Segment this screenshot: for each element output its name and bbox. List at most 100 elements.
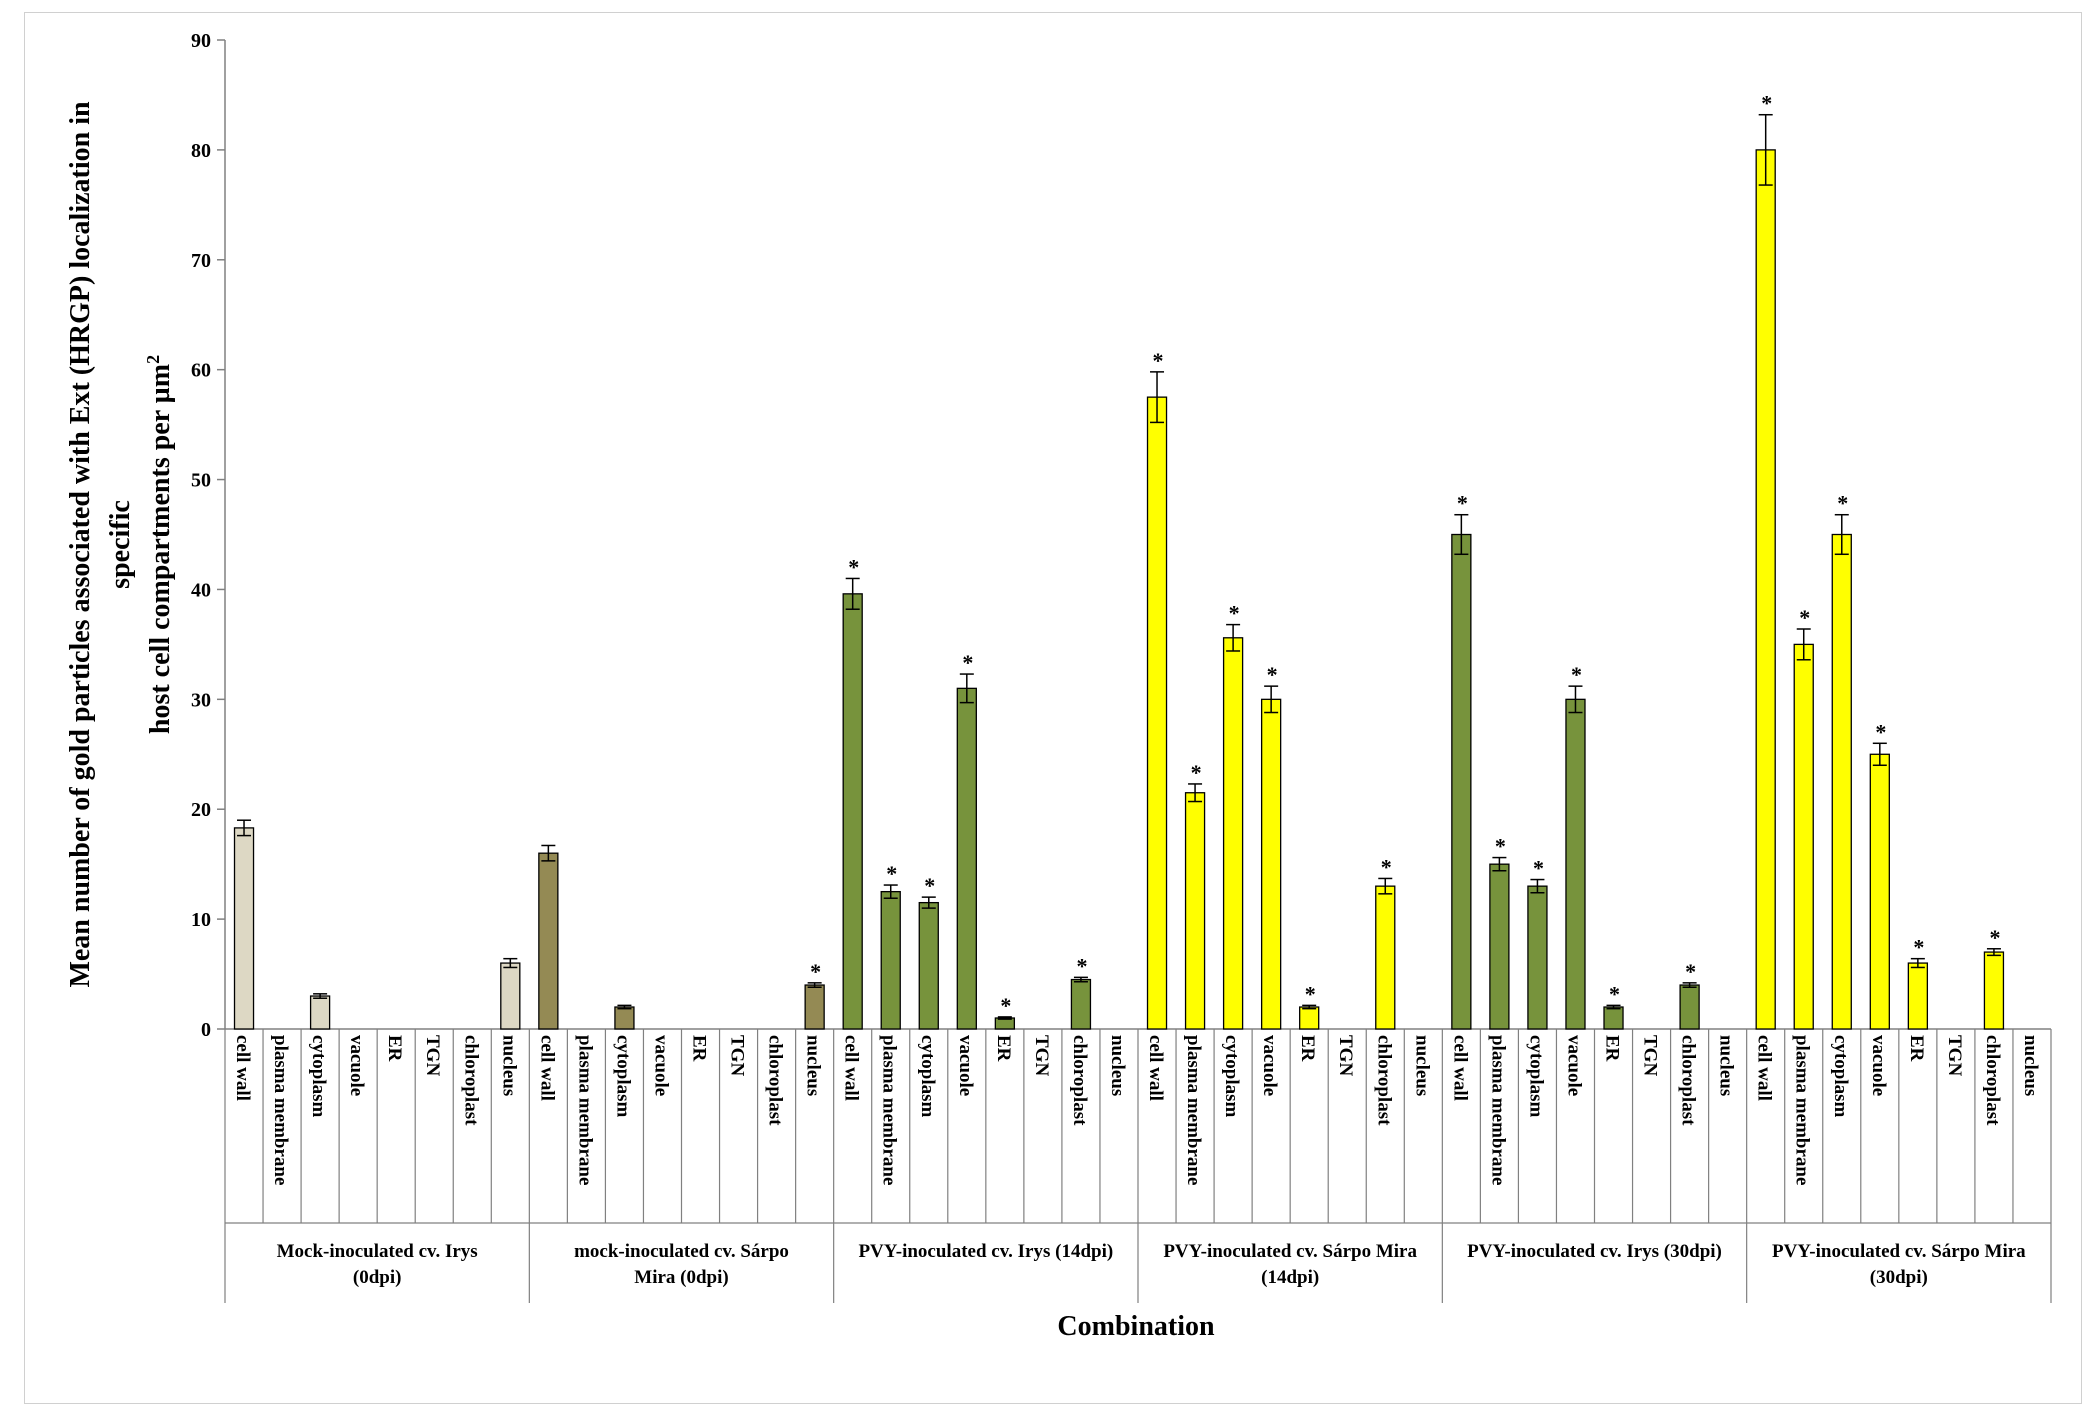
axes: 0 10 20 30 40 50 60 70 80 90 [191, 30, 2052, 1303]
group-label-line: Mock-inoculated cv. Irys [277, 1241, 478, 1262]
category-label: plasma membrane [1183, 1035, 1204, 1185]
y-axis-title-line: host cell compartments per µm2 [143, 355, 176, 734]
significance-star: * [1457, 491, 1468, 516]
y-tick-label: 0 [201, 1019, 211, 1041]
group-label-line: (14dpi) [1261, 1267, 1319, 1288]
bar [1299, 1006, 1320, 1030]
y-tick-label: 20 [191, 799, 211, 821]
y-tick-label: 60 [191, 360, 211, 382]
category-label: cell wall [1754, 1035, 1775, 1101]
bar [918, 901, 939, 1030]
bar [233, 827, 255, 1030]
category-label: chloroplast [460, 1035, 481, 1126]
y-tick-label: 70 [191, 250, 211, 272]
significance-star: * [1191, 760, 1202, 785]
group-label-line: PVY-inoculated cv. Sárpo Mira [1163, 1241, 1417, 1262]
category-label: chloroplast [1373, 1035, 1394, 1126]
y-tick-label: 50 [191, 470, 211, 492]
bar [842, 593, 863, 1030]
bar [1375, 885, 1396, 1030]
category-label: cytoplasm [612, 1035, 633, 1118]
group-label-line: (0dpi) [353, 1267, 402, 1288]
category-label: nucleus [1411, 1035, 1432, 1096]
bar [1260, 698, 1282, 1030]
bar [1184, 792, 1206, 1030]
bar [1793, 643, 1814, 1030]
category-label: chloroplast [1069, 1035, 1090, 1126]
significance-star: * [1799, 605, 1810, 630]
category-label: cytoplasm [1830, 1035, 1851, 1118]
significance-star: * [1875, 719, 1886, 744]
category-label: ER [993, 1035, 1014, 1062]
group-label-line: PVY-inoculated cv. Irys (14dpi) [858, 1241, 1113, 1262]
bar [880, 890, 901, 1030]
category-label: vacuole [650, 1035, 671, 1096]
bar [1070, 978, 1092, 1030]
bar [1565, 698, 1586, 1030]
y-axis-title-line: Mean number of gold particles associated… [65, 101, 96, 988]
category-label: ER [1906, 1035, 1927, 1062]
category-label: chloroplast [1982, 1035, 2003, 1126]
significance-star: * [1305, 981, 1316, 1006]
significance-star: * [1153, 348, 1164, 373]
category-label: chloroplast [765, 1035, 786, 1126]
bar [1146, 396, 1168, 1030]
category-label: ER [384, 1035, 405, 1062]
category-label: vacuole [1868, 1035, 1889, 1096]
bar [538, 852, 559, 1030]
group-label-line: Mira (0dpi) [634, 1267, 728, 1288]
bars: * * * * * * * * * * * * * * * * * * * * * * * * * [233, 91, 2005, 1030]
category-label: cell wall [841, 1035, 862, 1101]
category-label: plasma membrane [1487, 1035, 1508, 1185]
significance-star: * [1761, 91, 1772, 116]
category-label: vacuole [1259, 1035, 1280, 1096]
category-label: cell wall [1449, 1035, 1470, 1101]
significance-star: * [810, 959, 821, 984]
bar-chart: Mean number of gold particles associated… [65, 30, 2052, 1342]
bar [1983, 951, 2005, 1030]
significance-star: * [1076, 953, 1087, 978]
category-label: TGN [1335, 1035, 1356, 1076]
y-tick-label: 10 [191, 909, 211, 931]
significance-star: * [1685, 959, 1696, 984]
category-label: nucleus [803, 1035, 824, 1096]
bar [1527, 885, 1548, 1030]
y-tick-label: 40 [191, 579, 211, 601]
significance-star: * [962, 650, 973, 675]
group-label-line: mock-inoculated cv. Sárpo [574, 1241, 789, 1262]
bar [1679, 984, 1700, 1030]
bar [1869, 753, 1890, 1030]
category-label: nucleus [2020, 1035, 2041, 1096]
category-label: TGN [1944, 1035, 1965, 1076]
significance-star: * [924, 873, 935, 898]
bar [614, 1006, 635, 1030]
category-label: nucleus [498, 1035, 519, 1096]
category-label: cytoplasm [1525, 1035, 1546, 1118]
significance-star: * [1571, 662, 1582, 687]
category-label: ER [689, 1035, 710, 1062]
significance-star: * [1267, 662, 1278, 687]
group-labels: Mock-inoculated cv. Irys (0dpi) mock-inocu… [277, 1241, 2027, 1288]
category-label: cell wall [536, 1035, 557, 1101]
significance-star: * [1837, 491, 1848, 516]
category-label: TGN [727, 1035, 748, 1076]
category-label: ER [1297, 1035, 1318, 1062]
category-label: nucleus [1716, 1035, 1737, 1096]
y-axis-title-line: specific [105, 500, 136, 589]
bar [1755, 149, 1776, 1030]
bar [1222, 637, 1244, 1030]
bar [1489, 863, 1510, 1030]
significance-star: * [848, 554, 859, 579]
category-label: TGN [1031, 1035, 1052, 1076]
bar [1907, 962, 1929, 1030]
category-label: cytoplasm [917, 1035, 938, 1118]
bar [1451, 533, 1472, 1030]
bar [1603, 1006, 1624, 1030]
bar [309, 995, 331, 1030]
category-label: vacuole [346, 1035, 367, 1096]
y-tick-label: 30 [191, 689, 211, 711]
group-label-line: PVY-inoculated cv. Irys (30dpi) [1467, 1241, 1722, 1262]
category-label: plasma membrane [1792, 1035, 1813, 1185]
category-labels: cell wall plasma membrane cytoplasm vacuole… [232, 1035, 2041, 1185]
category-label: vacuole [955, 1035, 976, 1096]
